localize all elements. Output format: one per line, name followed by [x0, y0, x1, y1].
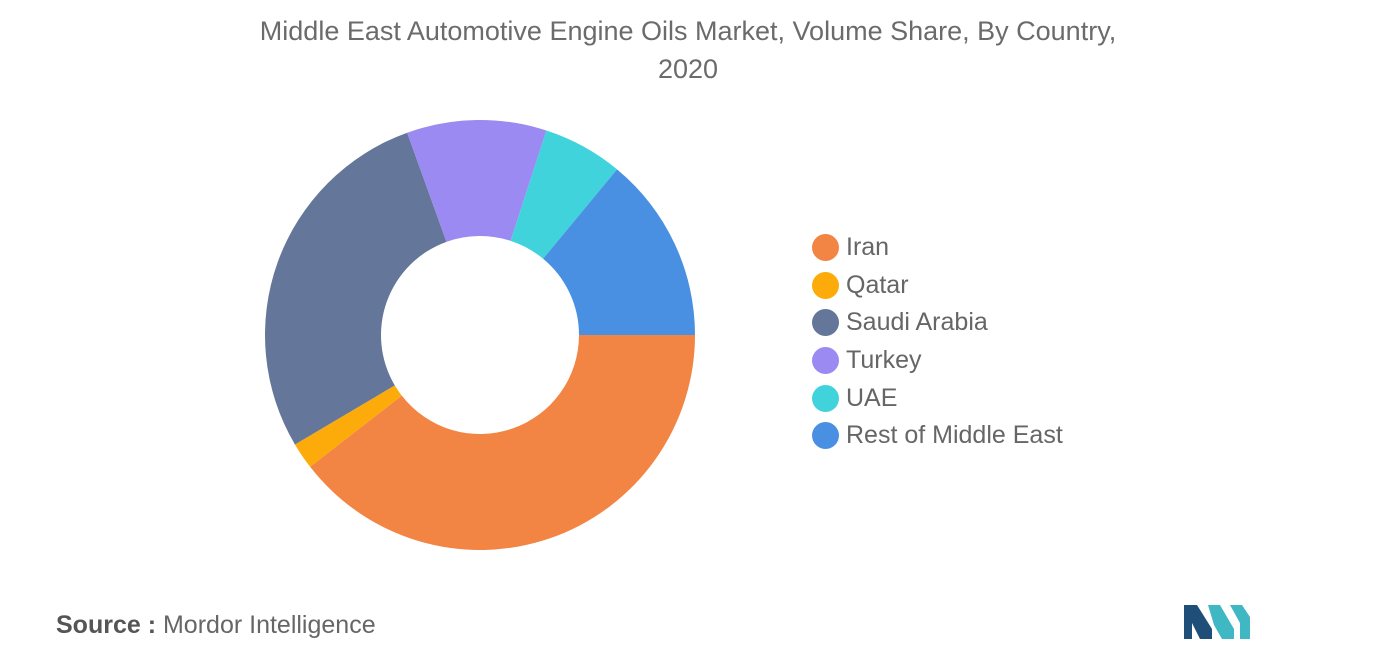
- slice-saudi-arabia: [265, 132, 447, 445]
- legend-label-saudi-arabia: Saudi Arabia: [846, 308, 988, 337]
- slice-rest-of-middle-east: [543, 169, 695, 335]
- legend-item-iran: Iran: [812, 229, 1063, 267]
- source-text: Mordor Intelligence: [162, 611, 376, 639]
- slice-uae: [510, 130, 618, 259]
- source-label: Source :: [56, 611, 157, 639]
- legend-label-rest-of-middle-east: Rest of Middle East: [846, 421, 1063, 450]
- legend-item-turkey: Turkey: [812, 342, 1063, 380]
- chart-title: Middle East Automotive Engine Oils Marke…: [0, 12, 1376, 88]
- legend-item-saudi-arabia: Saudi Arabia: [812, 304, 1063, 342]
- legend-swatch-qatar: [812, 271, 839, 299]
- legend-item-qatar: Qatar: [812, 267, 1063, 305]
- legend-swatch-saudi-arabia: [812, 309, 839, 337]
- source-note: Source : Mordor Intelligence: [56, 611, 376, 640]
- legend-swatch-uae: [812, 384, 839, 412]
- legend-swatch-turkey: [812, 347, 839, 375]
- legend-label-iran: Iran: [846, 233, 890, 262]
- legend-swatch-iran: [812, 234, 839, 262]
- mordor-logo-icon: [1184, 605, 1250, 639]
- legend-item-rest-of-middle-east: Rest of Middle East: [812, 417, 1063, 455]
- chart-title-line-1: Middle East Automotive Engine Oils Marke…: [259, 16, 1117, 46]
- legend-item-uae: UAE: [812, 379, 1063, 417]
- donut-chart: [265, 120, 695, 550]
- legend-label-uae: UAE: [846, 383, 898, 412]
- chart-legend: Iran Qatar Saudi Arabia Turkey UAE Rest of Mi…: [812, 229, 1063, 455]
- slice-qatar: [294, 385, 402, 467]
- legend-label-turkey: Turkey: [846, 346, 922, 375]
- legend-swatch-rest-of-middle-east: [812, 422, 839, 450]
- slice-iran: [310, 335, 695, 550]
- chart-title-line-2: 2020: [657, 54, 719, 84]
- slice-turkey: [407, 120, 547, 242]
- legend-label-qatar: Qatar: [846, 270, 909, 299]
